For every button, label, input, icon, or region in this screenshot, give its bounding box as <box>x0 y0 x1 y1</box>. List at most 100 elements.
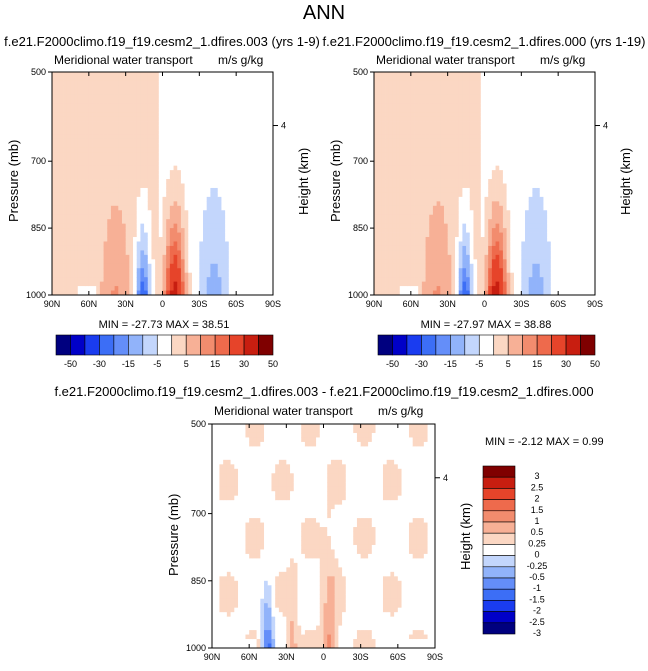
field-cell <box>210 152 215 158</box>
field-cell <box>374 277 379 283</box>
field-cell <box>381 98 386 104</box>
field-cell <box>269 237 274 242</box>
field-cell <box>125 183 130 189</box>
field-cell <box>77 196 82 202</box>
field-cell <box>55 214 60 220</box>
field-cell <box>447 156 452 162</box>
field-cell <box>265 277 270 283</box>
field-cell <box>510 129 515 135</box>
field-cell <box>440 241 445 247</box>
field-cell <box>517 89 522 95</box>
field-cell <box>466 201 471 207</box>
field-cell <box>110 72 116 77</box>
field-cell <box>99 290 104 296</box>
field-cell <box>103 237 108 242</box>
field-cell <box>118 116 123 122</box>
field-cell <box>88 210 93 216</box>
field-cell <box>184 121 189 126</box>
field-cell <box>502 152 507 158</box>
field-cell <box>374 161 379 167</box>
field-cell <box>225 219 230 225</box>
field-cell <box>488 223 493 229</box>
field-cell <box>103 107 108 113</box>
field-cell <box>265 94 270 100</box>
field-cell <box>66 72 71 77</box>
field-cell <box>374 219 379 225</box>
field-cell <box>225 205 230 211</box>
field-cell <box>418 103 423 109</box>
field-cell <box>221 232 226 238</box>
field-cell <box>74 290 79 296</box>
field-cell <box>458 187 463 193</box>
field-cell <box>88 129 93 135</box>
field-cell <box>96 125 101 131</box>
field-cell <box>52 187 57 193</box>
field-cell <box>499 165 504 171</box>
field-cell <box>221 228 226 233</box>
field-cell <box>210 112 215 117</box>
field-cell <box>502 277 507 283</box>
field-cell <box>399 134 404 140</box>
field-cell <box>180 134 185 140</box>
field-cell <box>247 134 252 140</box>
field-cell <box>484 241 489 247</box>
field-cell <box>385 107 390 113</box>
field-cell <box>184 161 189 167</box>
field-cell <box>495 201 500 207</box>
field-cell <box>96 290 101 296</box>
field-cell <box>136 281 141 287</box>
field-cell <box>269 286 274 291</box>
field-cell <box>173 161 178 167</box>
field-cell <box>136 277 141 283</box>
field-cell <box>432 277 438 283</box>
field-cell <box>158 147 163 153</box>
field-cell <box>247 107 252 113</box>
field-cell <box>385 277 390 283</box>
field-cell <box>52 281 57 287</box>
field-cell <box>70 259 75 265</box>
field-cell <box>214 80 219 86</box>
field-cell <box>206 183 211 189</box>
field-cell <box>232 112 237 117</box>
field-cell <box>184 259 189 265</box>
field-cell <box>250 201 255 207</box>
field-cell <box>70 94 75 100</box>
field-cell <box>203 196 208 202</box>
field-cell <box>144 250 149 256</box>
field-cell <box>399 125 404 131</box>
field-cell <box>414 147 419 153</box>
field-cell <box>469 290 474 296</box>
field-cell <box>129 107 134 113</box>
field-cell <box>374 259 379 265</box>
field-cell <box>52 112 57 117</box>
field-cell <box>403 143 408 149</box>
field-cell <box>477 196 482 202</box>
field-cell <box>70 134 75 140</box>
field-cell <box>166 76 171 82</box>
field-cell <box>125 187 130 193</box>
field-cell <box>103 156 108 162</box>
field-cell <box>374 241 379 247</box>
field-cell <box>155 183 160 189</box>
field-cell <box>458 121 463 126</box>
field-cell <box>180 223 185 229</box>
field-cell <box>458 219 463 225</box>
field-cell <box>436 138 441 144</box>
field-cell <box>396 98 401 104</box>
field-cell <box>421 170 426 175</box>
field-cell <box>225 210 230 216</box>
field-cell <box>239 174 244 180</box>
field-cell <box>250 254 255 260</box>
field-cell <box>188 254 193 260</box>
field-cell <box>214 174 219 180</box>
field-cell <box>110 263 116 269</box>
field-cell <box>407 147 412 153</box>
field-cell <box>458 147 463 153</box>
field-cell <box>269 170 274 175</box>
field-cell <box>254 80 259 86</box>
field-cell <box>88 125 93 131</box>
field-cell <box>180 263 185 269</box>
field-cell <box>432 80 438 86</box>
field-cell <box>114 107 119 113</box>
field-cell <box>462 72 467 77</box>
